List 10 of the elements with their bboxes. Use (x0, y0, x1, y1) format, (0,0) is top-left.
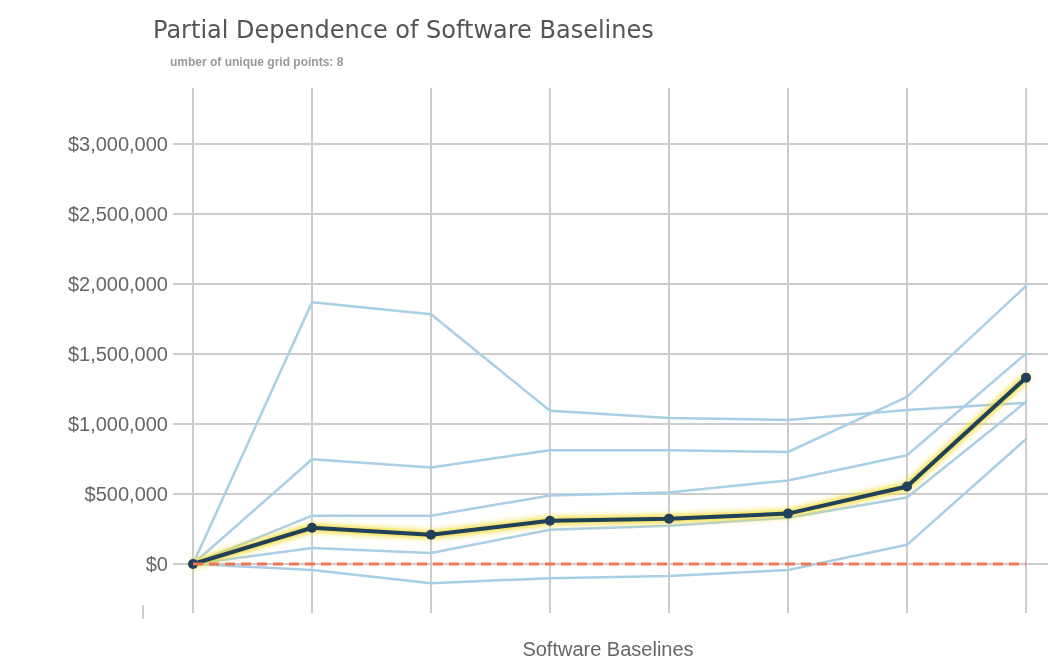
y-tick-label: $1,000,000 (67, 413, 168, 435)
x-axis-title: Software Baselines (522, 638, 694, 660)
y-tick-label: $0 (145, 553, 168, 575)
chart-title: Partial Dependence of Software Baselines (153, 16, 654, 44)
y-tick-label: $3,000,000 (67, 133, 168, 155)
y-tick-label: $2,000,000 (67, 273, 168, 295)
y-tick-label: $500,000 (84, 483, 168, 505)
y-tick-label: $2,500,000 (67, 203, 168, 225)
y-tick-label: $1,500,000 (67, 343, 168, 365)
chart-subtitle: umber of unique grid points: 8 (170, 55, 344, 69)
